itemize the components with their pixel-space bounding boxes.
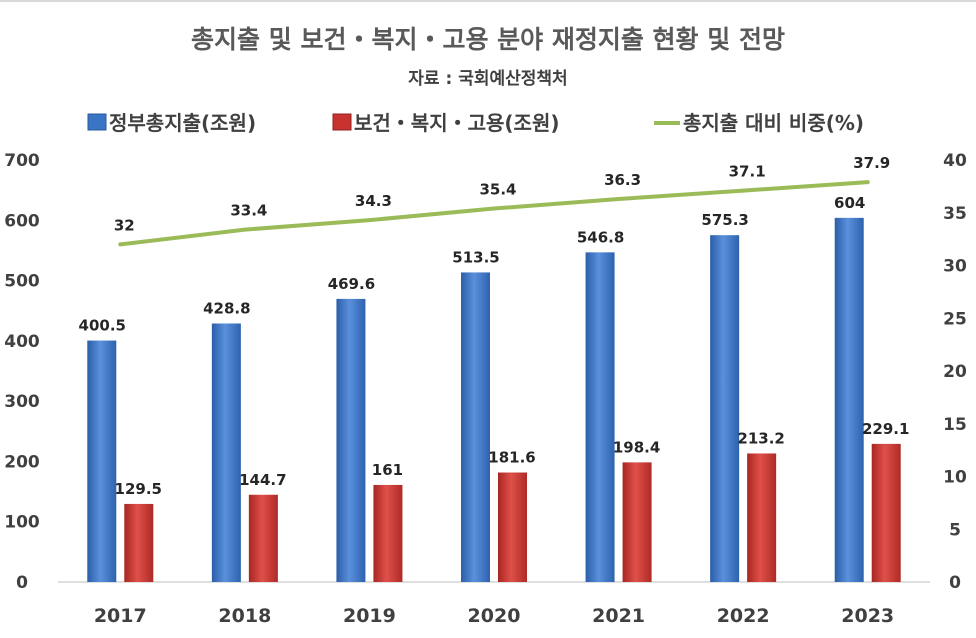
- y-left-tick-label: 600: [4, 211, 40, 231]
- legend-label-ratio: 총지출 대비 비중(%): [683, 111, 864, 135]
- ratio-point-2022: [741, 188, 746, 193]
- y-right-tick-label: 25: [943, 309, 967, 329]
- y-right-tick-label: 20: [943, 362, 967, 382]
- y-left-tick-label: 0: [16, 573, 28, 593]
- y-left-tick-label: 200: [4, 452, 40, 472]
- y-right-tick-label: 0: [949, 573, 961, 593]
- ratio-point-2021: [616, 197, 621, 202]
- bar-total-2017: [87, 340, 117, 582]
- x-tick-label: 2017: [94, 605, 147, 627]
- data-label-welfare: 181.6: [488, 449, 535, 467]
- legend-swatch-total: [87, 113, 107, 131]
- bar-welfare-2022: [747, 453, 777, 582]
- x-tick-label: 2018: [218, 605, 271, 627]
- data-label-ratio: 33.4: [230, 202, 267, 220]
- data-label-total: 428.8: [203, 299, 250, 317]
- data-label-total: 513.5: [452, 248, 499, 266]
- bar-total-2022: [710, 235, 740, 583]
- bar-welfare-2023: [871, 443, 901, 582]
- ratio-point-2023: [865, 180, 870, 185]
- x-tick-label: 2019: [343, 605, 396, 627]
- data-label-welfare: 161: [372, 461, 403, 479]
- data-label-welfare: 213.2: [737, 429, 784, 447]
- data-label-welfare: 229.1: [862, 420, 909, 438]
- bar-total-2020: [461, 272, 490, 582]
- data-label-welfare: 144.7: [239, 471, 286, 489]
- data-label-ratio: 35.4: [479, 181, 516, 199]
- ratio-point-2017: [118, 242, 123, 247]
- data-label-welfare: 129.5: [115, 480, 162, 498]
- data-label-ratio: 32: [114, 216, 135, 234]
- data-label-total: 546.8: [577, 228, 624, 246]
- bar-welfare-2019: [373, 484, 403, 582]
- x-tick-label: 2020: [468, 605, 521, 627]
- y-left-tick-label: 400: [4, 332, 40, 352]
- bar-total-2018: [211, 323, 241, 582]
- y-right-tick-label: 40: [943, 151, 967, 171]
- bar-welfare-2020: [498, 472, 527, 582]
- ratio-point-2019: [367, 218, 372, 223]
- ratio-point-2018: [242, 227, 247, 232]
- data-label-total: 400.5: [79, 317, 126, 335]
- legend-swatch-welfare: [332, 113, 352, 131]
- legend-label-total: 정부총지출(조원): [109, 111, 256, 135]
- data-label-ratio: 34.3: [355, 192, 392, 210]
- data-label-welfare: 198.4: [613, 438, 660, 456]
- data-label-total: 469.6: [328, 275, 375, 293]
- data-label-ratio: 37.9: [853, 154, 890, 172]
- y-right-tick-label: 35: [943, 204, 967, 224]
- data-label-total: 604: [834, 194, 865, 212]
- ratio-point-2020: [492, 206, 496, 211]
- bar-welfare-2017: [124, 503, 154, 582]
- chart-subtitle: 자료 : 국회예산정책처: [408, 69, 567, 89]
- bar-total-2021: [585, 252, 615, 582]
- y-right-tick-label: 15: [943, 415, 967, 435]
- y-right-tick-label: 30: [943, 257, 967, 277]
- data-label-ratio: 37.1: [729, 163, 766, 181]
- chart-title: 총지출 및 보건・복지・고용 분야 재정지출 현황 및 전망: [191, 25, 785, 54]
- bar-total-2023: [834, 217, 864, 583]
- y-left-tick-label: 300: [4, 392, 40, 412]
- data-label-ratio: 36.3: [604, 171, 641, 189]
- legend: 정부총지출(조원) 보건・복지・고용(조원) 총지출 대비 비중(%): [87, 111, 864, 135]
- bar-welfare-2021: [622, 462, 652, 582]
- y-left-tick-label: 500: [4, 272, 40, 292]
- y-right-tick-label: 5: [949, 520, 961, 540]
- legend-label-welfare: 보건・복지・고용(조원): [354, 111, 559, 135]
- x-tick-label: 2023: [841, 605, 894, 627]
- data-label-total: 575.3: [701, 211, 748, 229]
- top-border: [0, 0, 976, 2]
- bar-welfare-2018: [248, 494, 278, 582]
- bar-total-2019: [336, 298, 366, 582]
- y-left-tick-label: 100: [4, 513, 40, 533]
- x-tick-label: 2022: [717, 605, 770, 627]
- y-left-tick-label: 700: [4, 151, 40, 171]
- y-right-tick-label: 10: [943, 468, 967, 488]
- x-tick-label: 2021: [592, 605, 645, 627]
